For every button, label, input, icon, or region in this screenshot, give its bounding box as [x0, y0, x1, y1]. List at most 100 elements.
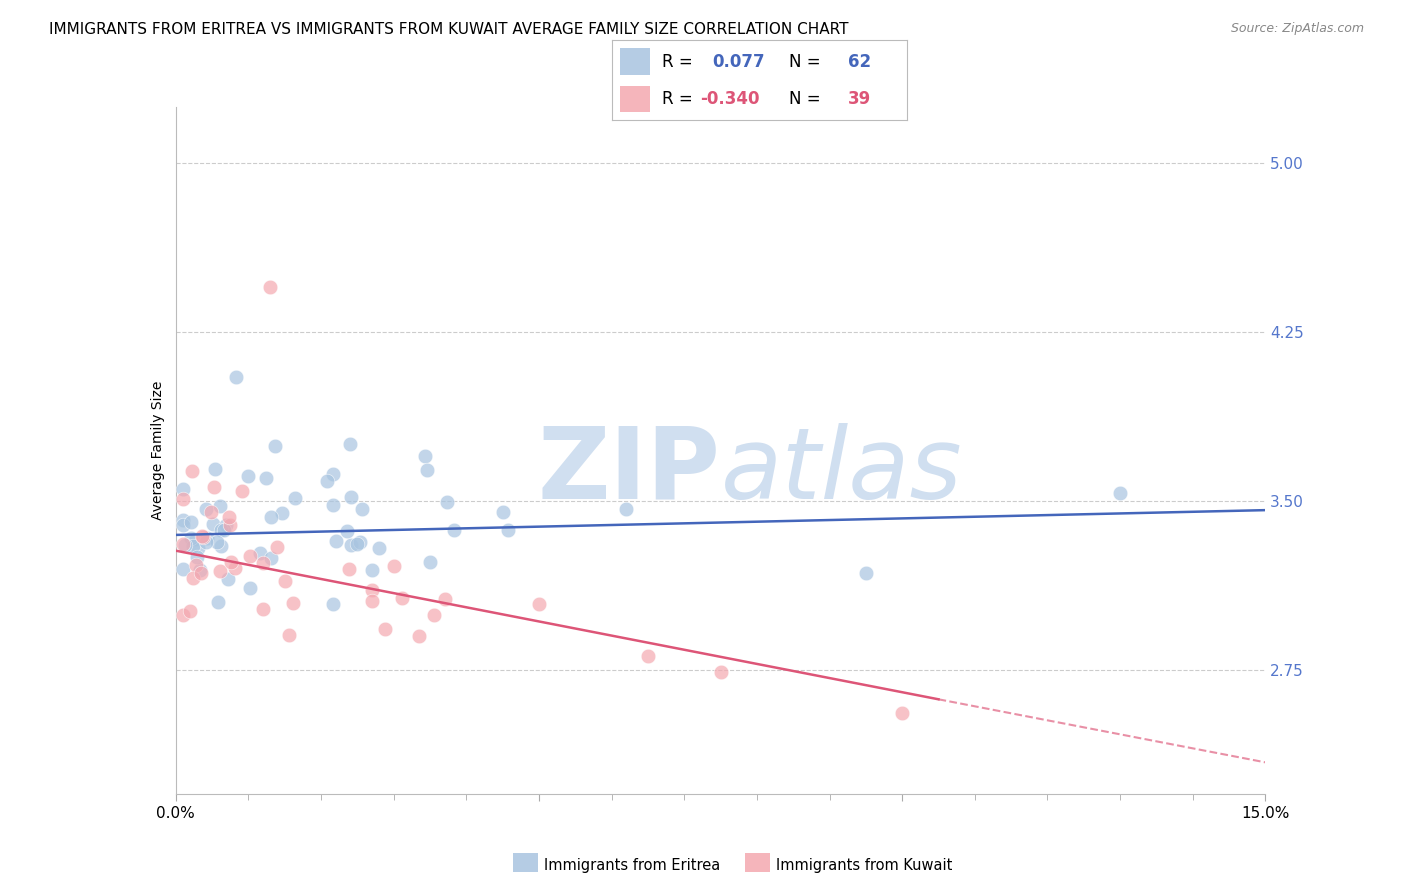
Point — [215, 517, 238, 532]
Point — [436, 495, 458, 509]
Text: Source: ZipAtlas.com: Source: ZipAtlas.com — [1230, 22, 1364, 36]
Point — [498, 523, 520, 537]
Bar — [620, 48, 650, 75]
Point — [172, 607, 194, 622]
Point — [710, 665, 733, 679]
Point — [391, 591, 413, 605]
Point — [322, 499, 344, 513]
Text: Immigrants from Kuwait: Immigrants from Kuwait — [776, 858, 952, 872]
Point — [346, 536, 368, 550]
Point — [260, 509, 283, 524]
Point — [195, 534, 218, 549]
Point — [205, 535, 228, 549]
Point — [527, 597, 550, 611]
Text: Immigrants from Eritrea: Immigrants from Eritrea — [544, 858, 720, 872]
Text: atlas: atlas — [721, 423, 962, 519]
Point — [614, 501, 637, 516]
Point — [174, 539, 197, 553]
Point — [202, 480, 225, 494]
Text: N =: N = — [789, 90, 820, 108]
Point — [352, 502, 374, 516]
Point — [179, 604, 201, 618]
Point — [322, 467, 344, 481]
Point — [252, 602, 274, 616]
Point — [340, 490, 363, 504]
Point — [172, 513, 194, 527]
Point — [239, 549, 262, 563]
Point — [252, 556, 274, 570]
Point — [217, 572, 239, 586]
Point — [408, 629, 430, 643]
Point — [382, 559, 405, 574]
Point — [202, 516, 225, 531]
Point — [181, 571, 204, 585]
Text: 39: 39 — [848, 90, 872, 108]
Point — [416, 463, 439, 477]
Point — [236, 468, 259, 483]
Text: R =: R = — [662, 90, 693, 108]
Text: 0.077: 0.077 — [711, 53, 765, 70]
Point — [336, 524, 359, 538]
Point — [360, 563, 382, 577]
Point — [249, 546, 271, 560]
Point — [190, 529, 212, 543]
Point — [339, 538, 361, 552]
Point — [239, 581, 262, 595]
Point — [374, 622, 396, 636]
Point — [413, 449, 436, 463]
Point — [263, 439, 285, 453]
Point — [187, 541, 209, 556]
Point — [204, 462, 226, 476]
Point — [180, 465, 202, 479]
Text: IMMIGRANTS FROM ERITREA VS IMMIGRANTS FROM KUWAIT AVERAGE FAMILY SIZE CORRELATIO: IMMIGRANTS FROM ERITREA VS IMMIGRANTS FR… — [49, 22, 849, 37]
Point — [221, 555, 243, 569]
Point — [271, 506, 294, 520]
Point — [209, 523, 232, 537]
Point — [172, 491, 194, 506]
Point — [180, 515, 202, 529]
Point — [219, 517, 242, 532]
Point — [186, 558, 208, 573]
Point — [325, 534, 347, 549]
Text: 62: 62 — [848, 53, 870, 70]
Point — [277, 627, 299, 641]
Point — [181, 539, 204, 553]
Point — [259, 280, 281, 294]
Point — [360, 582, 382, 597]
Point — [212, 523, 235, 537]
Point — [172, 562, 194, 576]
Point — [1109, 486, 1132, 500]
Point — [224, 561, 246, 575]
Y-axis label: Average Family Size: Average Family Size — [150, 381, 165, 520]
Point — [195, 531, 218, 545]
Point — [172, 537, 194, 551]
Point — [492, 506, 515, 520]
Text: R =: R = — [662, 53, 693, 70]
Point — [194, 502, 217, 516]
Point — [337, 562, 360, 576]
Bar — [620, 86, 650, 112]
Point — [256, 470, 278, 484]
Point — [172, 482, 194, 496]
Point — [349, 534, 371, 549]
Point — [208, 499, 231, 513]
Point — [284, 491, 307, 505]
Point — [283, 596, 305, 610]
Point — [855, 566, 877, 580]
Point — [186, 533, 208, 547]
Point — [209, 565, 232, 579]
Point — [434, 592, 457, 607]
Point — [322, 597, 344, 611]
Point — [891, 706, 914, 720]
Point — [368, 541, 391, 555]
Point — [207, 595, 229, 609]
Point — [209, 539, 232, 553]
Point — [443, 523, 465, 537]
Point — [200, 505, 222, 519]
Point — [361, 594, 384, 608]
Point — [419, 555, 441, 569]
Point — [218, 510, 240, 524]
Point — [260, 551, 283, 566]
Point — [637, 648, 659, 663]
Point — [180, 532, 202, 546]
